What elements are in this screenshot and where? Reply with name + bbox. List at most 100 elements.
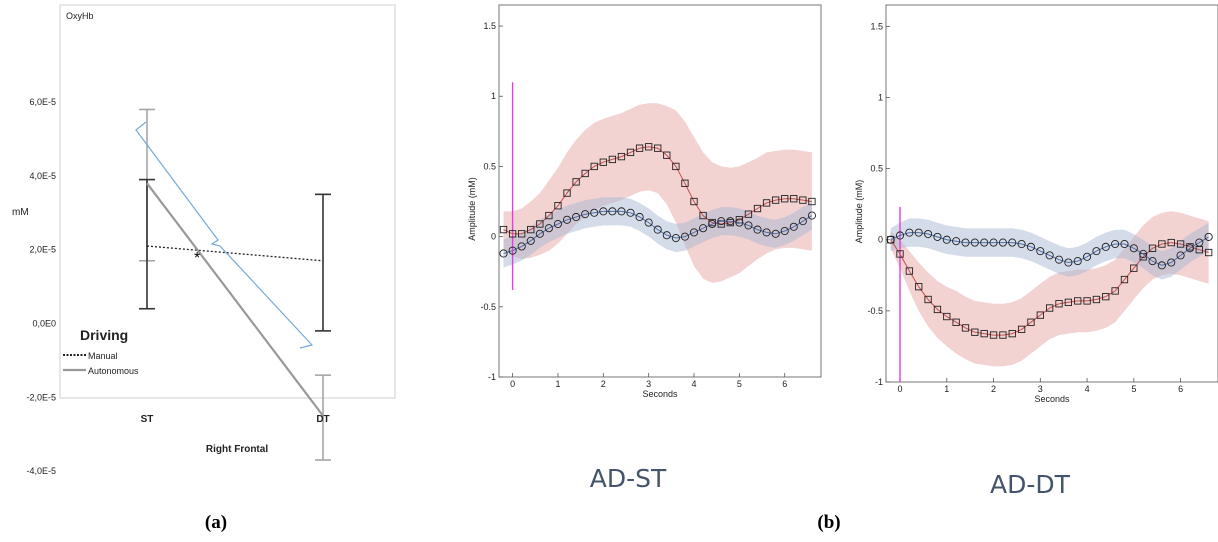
x-tick-label: 3 bbox=[1038, 384, 1043, 394]
data-point-square bbox=[1064, 298, 1073, 306]
data-point-square bbox=[1008, 329, 1016, 338]
data-point-circle bbox=[1195, 238, 1204, 247]
data-point-square bbox=[980, 329, 988, 338]
data-point-square bbox=[971, 328, 979, 336]
data-point-square bbox=[1130, 264, 1138, 272]
data-point-square bbox=[572, 178, 580, 186]
data-point-circle bbox=[895, 231, 905, 240]
data-point-circle bbox=[562, 215, 572, 224]
data-point-square bbox=[654, 144, 662, 152]
data-point-circle bbox=[499, 249, 508, 258]
data-point-circle bbox=[590, 208, 599, 217]
data-point-square bbox=[1102, 292, 1110, 301]
data-point-square bbox=[1055, 300, 1063, 308]
data-point-circle bbox=[807, 211, 816, 220]
data-point-circle bbox=[617, 207, 626, 216]
data-point-square bbox=[1111, 287, 1119, 295]
data-point-square bbox=[1036, 311, 1044, 319]
data-point-square bbox=[499, 225, 508, 234]
y-axis-label: mM bbox=[12, 207, 29, 218]
x-tick-label: DT bbox=[316, 414, 329, 425]
y-tick-label: 1.5 bbox=[483, 21, 496, 31]
data-point-square bbox=[590, 162, 598, 171]
data-point-circle bbox=[726, 217, 735, 226]
confidence-band-square bbox=[503, 103, 812, 283]
y-tick-label: 4,0E-5 bbox=[29, 171, 56, 181]
data-point-square bbox=[753, 204, 762, 213]
subtitle-ad-dt: AD-DT bbox=[990, 470, 1071, 499]
data-point-circle bbox=[1045, 251, 1054, 260]
data-point-square bbox=[545, 211, 553, 220]
y-axis-label: Amplitude (mM) bbox=[467, 177, 477, 241]
y-tick-label: 0.5 bbox=[483, 161, 496, 171]
data-point-circle bbox=[508, 246, 517, 255]
data-point-circle bbox=[1139, 249, 1148, 259]
data-point-square bbox=[645, 143, 653, 151]
caption-b: (b) bbox=[817, 512, 840, 533]
legend-label: Autonomous bbox=[88, 366, 139, 376]
data-point-circle bbox=[626, 208, 635, 217]
data-point-circle bbox=[1054, 255, 1064, 264]
data-point-square bbox=[581, 169, 589, 178]
data-point-square bbox=[790, 195, 798, 203]
legend: Manual Autonomous bbox=[63, 351, 139, 376]
y-tick-label: 0 bbox=[491, 232, 496, 242]
data-point-circle bbox=[970, 238, 979, 247]
data-point-square bbox=[989, 331, 998, 339]
data-point-square bbox=[952, 318, 960, 326]
x-tick-label: ST bbox=[141, 414, 154, 425]
x-tick-label: 0 bbox=[898, 384, 903, 394]
data-point-circle bbox=[753, 225, 762, 234]
significance-star: * bbox=[194, 250, 200, 267]
data-point-circle bbox=[1008, 238, 1017, 247]
data-point-square bbox=[1092, 295, 1101, 304]
data-point-square bbox=[744, 210, 753, 218]
x-tick-label: 2 bbox=[991, 384, 996, 394]
data-point-square bbox=[1120, 275, 1129, 284]
data-point-circle bbox=[952, 237, 961, 246]
data-point-circle bbox=[961, 238, 970, 247]
x-tick-label: 3 bbox=[646, 379, 651, 389]
data-point-circle bbox=[526, 236, 535, 245]
data-point-circle bbox=[1148, 257, 1157, 266]
x-axis-label: Seconds bbox=[642, 389, 678, 399]
data-point-square bbox=[699, 211, 707, 220]
subtitle-ad-st: AD-ST bbox=[590, 464, 667, 493]
x-tick-label: 1 bbox=[944, 384, 949, 394]
data-point-square bbox=[1167, 238, 1175, 247]
data-point-circle bbox=[699, 224, 708, 233]
x-tick-label: 1 bbox=[555, 379, 560, 389]
data-point-circle bbox=[1092, 247, 1101, 256]
data-point-square bbox=[518, 230, 526, 238]
y-tick-label: 6,0E-5 bbox=[29, 97, 56, 107]
data-point-circle bbox=[708, 219, 717, 229]
data-point-circle bbox=[980, 238, 989, 247]
data-point-circle bbox=[680, 232, 689, 241]
data-point-square bbox=[1074, 297, 1082, 305]
oxyhb-chart: OxyHb mM 6,0E-5 4,0E-5 2,0E-5 0,0E0 -2,0E-5 -… bbox=[12, 4, 396, 476]
data-point-circle bbox=[771, 229, 780, 238]
data-point-square bbox=[635, 144, 644, 152]
x-tick-label: 5 bbox=[1131, 384, 1136, 394]
y-tick-label: -1 bbox=[488, 372, 496, 382]
data-point-circle bbox=[780, 226, 789, 236]
data-point-square bbox=[1017, 325, 1026, 334]
data-point-circle bbox=[1017, 239, 1026, 249]
data-point-square bbox=[690, 197, 698, 206]
data-point-square bbox=[672, 162, 680, 171]
x-axis-label: Seconds bbox=[1034, 394, 1070, 404]
x-tick-label: 0 bbox=[510, 379, 515, 389]
data-point-circle bbox=[608, 207, 617, 216]
x-tick-label: 6 bbox=[782, 379, 787, 389]
data-point-square bbox=[1176, 240, 1185, 248]
data-point-circle bbox=[1176, 251, 1185, 260]
data-point-square bbox=[999, 331, 1007, 339]
x-axis-label: Right Frontal bbox=[206, 444, 268, 455]
series-line-autonomous bbox=[146, 182, 324, 417]
data-point-square bbox=[599, 158, 607, 166]
data-point-square bbox=[896, 250, 904, 258]
data-point-square bbox=[554, 202, 562, 210]
data-point-square bbox=[924, 295, 932, 304]
data-point-circle bbox=[924, 229, 933, 239]
y-tick-label: 0.5 bbox=[870, 164, 883, 174]
